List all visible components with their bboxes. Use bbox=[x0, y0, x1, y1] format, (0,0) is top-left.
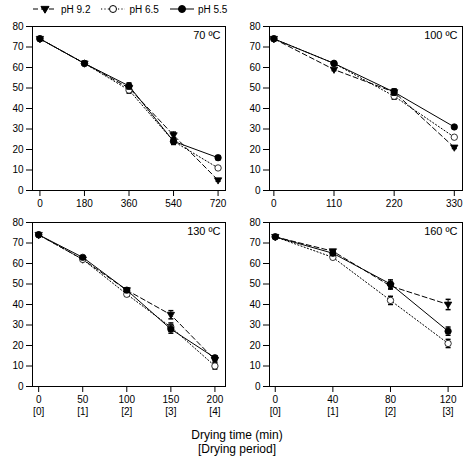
svg-text:40: 40 bbox=[12, 299, 24, 310]
svg-text:[2]: [2] bbox=[385, 406, 396, 417]
html-text:Drying time (min): Drying time (min) bbox=[191, 428, 283, 442]
svg-text:30: 30 bbox=[12, 123, 24, 134]
svg-text:160 ºC: 160 ºC bbox=[424, 225, 457, 237]
svg-text:70: 70 bbox=[12, 237, 24, 248]
svg-text:10: 10 bbox=[249, 360, 261, 371]
svg-text:0: 0 bbox=[37, 198, 43, 209]
svg-text:220: 220 bbox=[386, 198, 403, 209]
svg-text:40: 40 bbox=[249, 299, 261, 310]
svg-text:0: 0 bbox=[18, 185, 24, 196]
svg-text:[1]: [1] bbox=[77, 406, 88, 417]
svg-text:0: 0 bbox=[18, 381, 24, 392]
svg-text:0: 0 bbox=[255, 381, 261, 392]
svg-text:70: 70 bbox=[249, 237, 261, 248]
svg-text:80: 80 bbox=[385, 394, 397, 405]
svg-text:100: 100 bbox=[118, 394, 135, 405]
svg-text:20: 20 bbox=[249, 340, 261, 351]
svg-text:[4]: [4] bbox=[209, 406, 220, 417]
html-text:pH 5.5: pH 5.5 bbox=[197, 3, 228, 15]
svg-text:30: 30 bbox=[12, 319, 24, 330]
svg-text:720: 720 bbox=[210, 198, 227, 209]
svg-text:60: 60 bbox=[12, 258, 24, 269]
svg-text:10: 10 bbox=[249, 164, 261, 175]
svg-text:540: 540 bbox=[165, 198, 182, 209]
svg-text:70 ºC: 70 ºC bbox=[193, 29, 220, 41]
svg-text:360: 360 bbox=[121, 198, 138, 209]
svg-text:40: 40 bbox=[249, 103, 261, 114]
html-text:pH 9.2: pH 9.2 bbox=[61, 3, 91, 15]
svg-text:0: 0 bbox=[255, 185, 261, 196]
svg-text:20: 20 bbox=[12, 340, 24, 351]
svg-text:40: 40 bbox=[12, 103, 24, 114]
svg-text:180: 180 bbox=[76, 198, 93, 209]
svg-text:[1]: [1] bbox=[327, 406, 338, 417]
svg-text:50: 50 bbox=[249, 82, 261, 93]
svg-text:[0]: [0] bbox=[270, 406, 281, 417]
svg-text:70: 70 bbox=[12, 41, 24, 52]
svg-text:150: 150 bbox=[163, 394, 180, 405]
svg-text:30: 30 bbox=[249, 123, 261, 134]
svg-text:20: 20 bbox=[249, 144, 261, 155]
svg-text:[3]: [3] bbox=[165, 406, 176, 417]
svg-text:10: 10 bbox=[12, 360, 24, 371]
html-text:pH 6.5: pH 6.5 bbox=[129, 3, 159, 15]
svg-text:200: 200 bbox=[207, 394, 224, 405]
svg-text:[3]: [3] bbox=[443, 406, 454, 417]
svg-text:70: 70 bbox=[249, 41, 261, 52]
svg-text:80: 80 bbox=[249, 217, 261, 228]
svg-text:60: 60 bbox=[249, 62, 261, 73]
svg-text:0: 0 bbox=[36, 394, 42, 405]
svg-text:40: 40 bbox=[327, 394, 339, 405]
svg-text:60: 60 bbox=[12, 62, 24, 73]
svg-text:110: 110 bbox=[326, 198, 342, 209]
svg-text:100 ºC: 100 ºC bbox=[424, 29, 457, 41]
html-text:[Drying period]: [Drying period] bbox=[198, 442, 276, 456]
svg-text:0: 0 bbox=[271, 198, 277, 209]
svg-text:10: 10 bbox=[12, 164, 24, 175]
svg-text:50: 50 bbox=[12, 82, 24, 93]
svg-text:50: 50 bbox=[77, 394, 89, 405]
svg-text:30: 30 bbox=[249, 319, 261, 330]
svg-text:80: 80 bbox=[12, 217, 24, 228]
svg-text:130 ºC: 130 ºC bbox=[187, 225, 220, 237]
svg-text:0: 0 bbox=[272, 394, 278, 405]
svg-text:120: 120 bbox=[440, 394, 457, 405]
svg-text:50: 50 bbox=[249, 278, 261, 289]
svg-text:80: 80 bbox=[12, 21, 24, 32]
svg-text:50: 50 bbox=[12, 278, 24, 289]
svg-text:20: 20 bbox=[12, 144, 24, 155]
svg-text:330: 330 bbox=[446, 198, 463, 209]
svg-text:[2]: [2] bbox=[121, 406, 132, 417]
svg-text:80: 80 bbox=[249, 21, 261, 32]
svg-text:[0]: [0] bbox=[33, 406, 44, 417]
svg-text:60: 60 bbox=[249, 258, 261, 269]
